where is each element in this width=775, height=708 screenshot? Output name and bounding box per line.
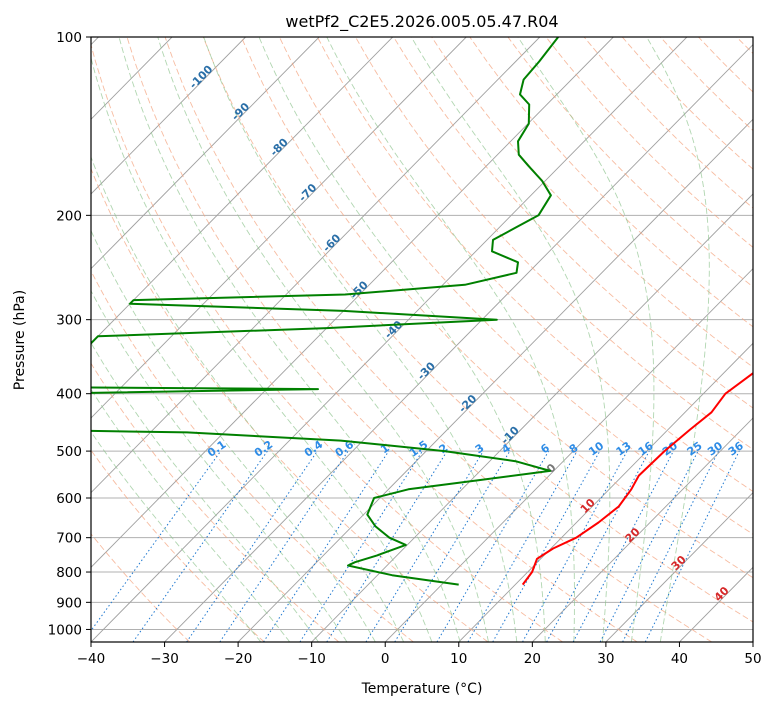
dry-adiabat-line [91,167,489,642]
y-tick-label: 500 [56,444,82,460]
moist-adiabat-line [410,37,611,642]
mixing-ratio-line [492,450,601,642]
isotherm-line [384,267,753,642]
y-tick-label: 300 [56,313,82,329]
y-tick-label: 600 [56,491,82,507]
y-tick-label: 900 [56,595,82,611]
y-tick-label: 800 [56,565,82,581]
moist-adiabat-line [91,430,262,642]
isotherm-line [91,37,688,642]
moist-adiabat-line [91,342,319,642]
moist-adiabat-line [91,388,291,642]
y-tick-label: 200 [56,208,82,224]
isotherm-line [237,118,753,642]
dry-adiabat-line [91,362,340,642]
moist-adiabat-line [646,37,710,642]
moist-adiabat-line [91,155,405,642]
x-tick-label: 30 [597,651,614,667]
mixing-ratio-line [436,450,550,642]
plot-frame [90,36,754,643]
mixing-ratio-line [186,450,318,642]
mixing-ratio-line [299,450,423,642]
moist-adiabat-line [91,229,376,642]
x-tick-label: 10 [450,651,467,667]
isotherm-line [458,342,753,642]
isotherm-line [311,193,753,642]
y-tick-label: 1000 [48,622,82,638]
y-tick-label: 100 [56,30,82,46]
mixing-ratio-line [644,450,740,642]
y-axis-label: Pressure (hPa) [12,290,28,390]
x-tick-label: −20 [224,651,253,667]
x-tick-label: −10 [297,651,326,667]
dry-adiabat-line [355,37,753,450]
mixing-ratio-line [546,450,650,642]
isotherm-line [91,37,320,270]
temperature-profile-line [521,372,753,586]
moist-adiabat-line [91,56,433,642]
dry-adiabat-line [91,270,414,642]
mixing-ratio-line [522,450,628,642]
y-tick-label: 700 [56,531,82,547]
moist-adiabat-line [517,37,655,642]
mixing-ratio-line [365,450,484,642]
moist-adiabat-line [258,37,546,642]
profile-lines [91,37,753,586]
x-axis-label: Temperature (°C) [361,681,483,697]
dry-adiabat-line [91,533,191,642]
moist-adiabat-line [326,37,575,642]
mixing-ratio-line [132,450,268,642]
isotherm-line [605,492,753,642]
x-tick-label: 20 [524,651,541,667]
dry-adiabat-line [164,37,713,642]
mixing-ratio-line [91,450,222,632]
isotherm-line [91,37,467,419]
dry-adiabat-line [393,37,753,409]
dry-adiabat-line [317,37,753,493]
x-tick-label: 50 [744,651,761,667]
x-tick-label: 40 [671,651,688,667]
dry-adiabat-line [469,37,753,328]
isotherm-line [532,417,753,642]
x-tick-label: −40 [77,651,106,667]
isotherm-line [91,37,246,195]
dry-adiabat-line [202,37,753,623]
dewpoint-profile-line [91,37,559,586]
dry-adiabat-line [507,37,753,288]
moist-adiabat-line [203,37,518,642]
dry-adiabat-line [91,43,563,642]
mixing-ratio-line [326,450,448,642]
mixing-ratio-line [394,450,511,642]
chart-title: wetPf2_C2E5.2026.005.05.47.R04 [285,12,558,32]
x-tick-label: 0 [381,651,390,667]
isotherm-line [164,43,753,642]
isotherm-line [91,37,541,494]
moist-adiabat-line [118,37,461,642]
mixing-ratio-line [467,450,578,642]
y-tick-label: 400 [56,387,82,403]
isotherm-line [91,37,614,568]
axis-ticks: −40 −30 −20 −10 0 10 20 30 40 50 100 200 300 400 500 60… [48,30,762,667]
x-tick-label: −30 [150,651,179,667]
plot-background [91,37,753,642]
